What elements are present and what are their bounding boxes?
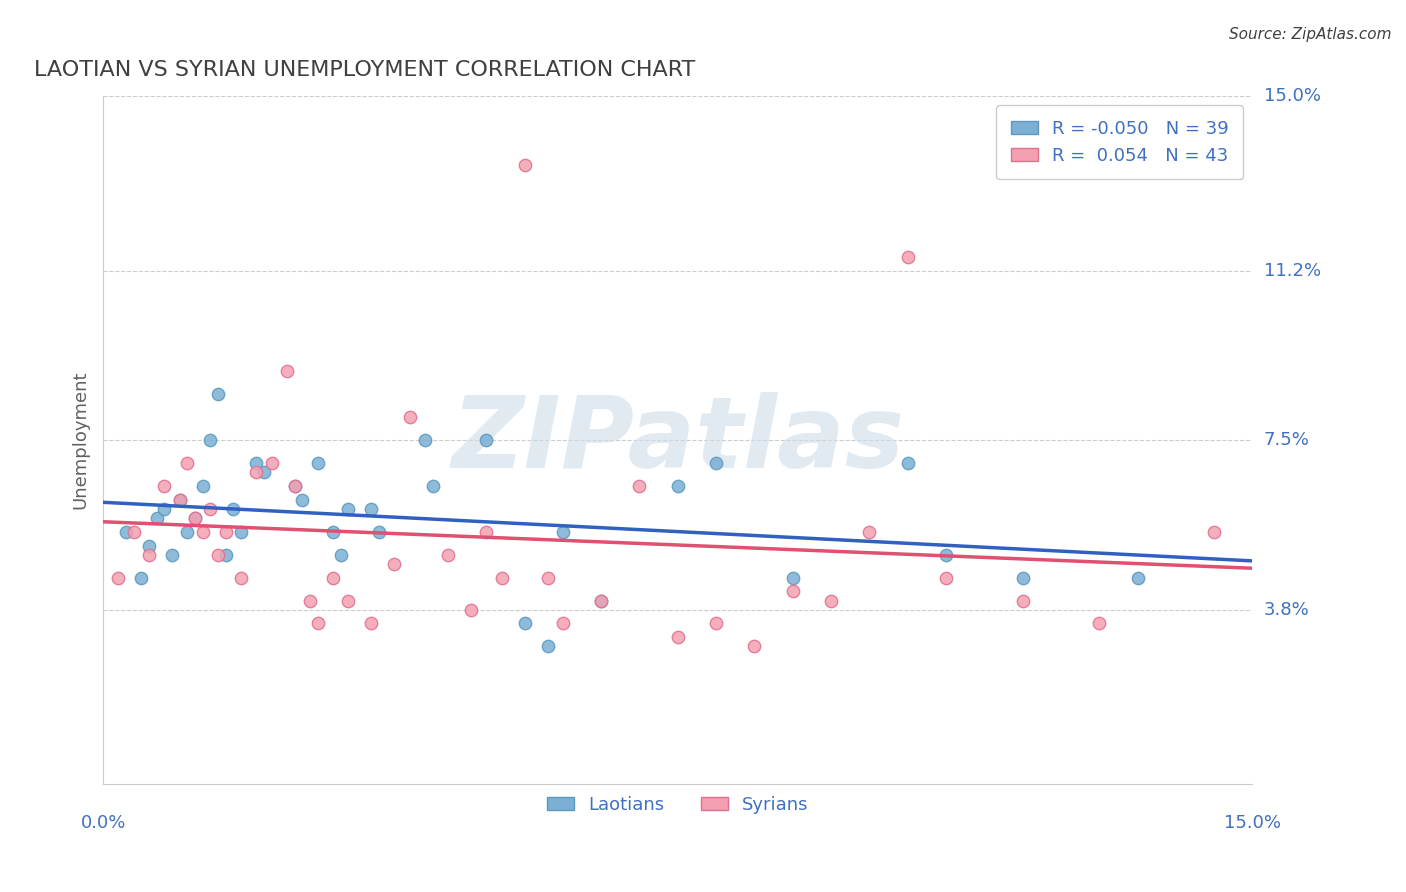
Point [322, 571, 344, 585]
Text: 11.2%: 11.2% [1264, 261, 1320, 279]
Point [145, 511, 167, 525]
Point [628, 479, 651, 493]
Point [536, 640, 558, 654]
Point [329, 548, 352, 562]
Point [897, 250, 920, 264]
Point [704, 456, 727, 470]
Point [1204, 524, 1226, 539]
Point [322, 524, 344, 539]
Point [491, 571, 513, 585]
Point [782, 584, 804, 599]
Point [107, 571, 129, 585]
Point [935, 571, 957, 585]
Point [1126, 571, 1149, 585]
Point [229, 524, 252, 539]
Point [935, 548, 957, 562]
Legend: Laotians, Syrians: Laotians, Syrians [538, 787, 818, 823]
Point [215, 548, 238, 562]
Point [207, 548, 229, 562]
Text: 7.5%: 7.5% [1264, 431, 1309, 450]
Point [284, 479, 307, 493]
Point [744, 640, 766, 654]
Point [184, 511, 207, 525]
Point [475, 524, 498, 539]
Point [551, 524, 574, 539]
Text: LAOTIAN VS SYRIAN UNEMPLOYMENT CORRELATION CHART: LAOTIAN VS SYRIAN UNEMPLOYMENT CORRELATI… [34, 60, 696, 79]
Point [253, 465, 276, 479]
Point [260, 456, 283, 470]
Point [169, 492, 191, 507]
Point [200, 501, 222, 516]
Point [138, 548, 160, 562]
Point [820, 593, 842, 607]
Point [276, 364, 298, 378]
Point [153, 501, 176, 516]
Point [382, 557, 405, 571]
Point [591, 593, 613, 607]
Point [184, 511, 207, 525]
Point [229, 571, 252, 585]
Point [298, 593, 321, 607]
Point [460, 603, 482, 617]
Point [115, 524, 138, 539]
Point [666, 479, 689, 493]
Point [138, 539, 160, 553]
Text: ZIPatlas: ZIPatlas [451, 392, 904, 489]
Point [1088, 616, 1111, 631]
Y-axis label: Unemployment: Unemployment [72, 371, 89, 509]
Point [131, 571, 153, 585]
Point [284, 479, 307, 493]
Point [413, 433, 436, 447]
Point [858, 524, 880, 539]
Point [207, 387, 229, 401]
Point [153, 479, 176, 493]
Point [245, 456, 267, 470]
Text: 15.0%: 15.0% [1225, 814, 1281, 832]
Point [176, 456, 198, 470]
Point [307, 616, 329, 631]
Text: 15.0%: 15.0% [1264, 87, 1320, 105]
Point [782, 571, 804, 585]
Point [215, 524, 238, 539]
Point [307, 456, 329, 470]
Point [191, 524, 214, 539]
Point [1011, 593, 1033, 607]
Point [422, 479, 444, 493]
Point [337, 501, 360, 516]
Point [360, 501, 382, 516]
Point [122, 524, 145, 539]
Point [513, 616, 536, 631]
Point [513, 158, 536, 172]
Point [200, 433, 222, 447]
Point [897, 456, 920, 470]
Point [666, 630, 689, 644]
Text: 3.8%: 3.8% [1264, 600, 1309, 619]
Point [1011, 571, 1033, 585]
Text: 0.0%: 0.0% [80, 814, 125, 832]
Point [437, 548, 460, 562]
Point [169, 492, 191, 507]
Point [360, 616, 382, 631]
Point [704, 616, 727, 631]
Point [291, 492, 314, 507]
Point [475, 433, 498, 447]
Point [191, 479, 214, 493]
Point [536, 571, 558, 585]
Point [222, 501, 245, 516]
Point [176, 524, 198, 539]
Point [245, 465, 267, 479]
Point [337, 593, 360, 607]
Point [368, 524, 391, 539]
Point [591, 593, 613, 607]
Point [160, 548, 183, 562]
Text: Source: ZipAtlas.com: Source: ZipAtlas.com [1229, 27, 1392, 42]
Point [551, 616, 574, 631]
Point [398, 410, 420, 425]
